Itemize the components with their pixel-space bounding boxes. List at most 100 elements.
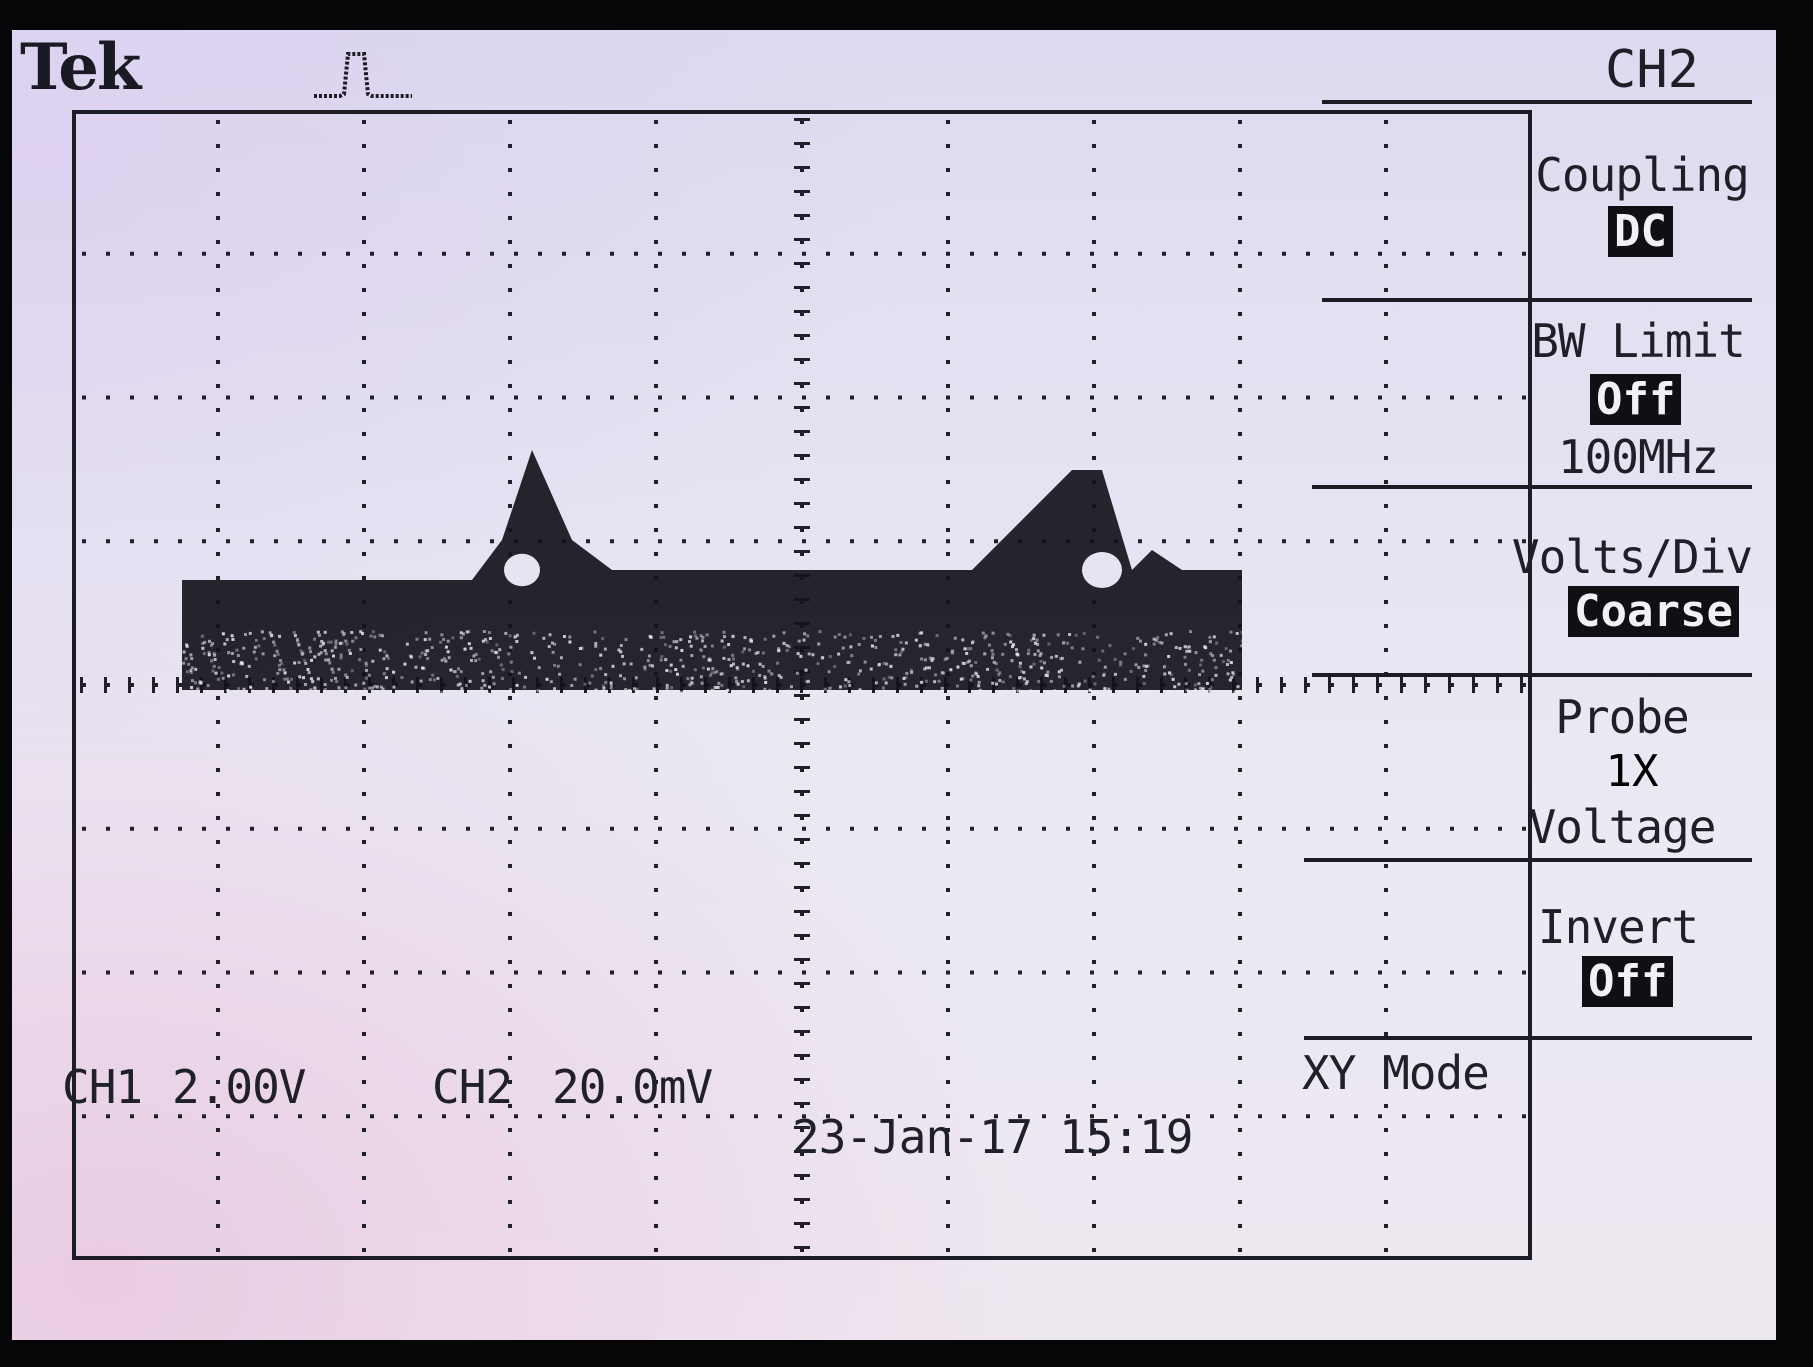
- trace-noise: [1081, 647, 1085, 651]
- trace-noise: [931, 657, 935, 661]
- trace-noise: [594, 644, 598, 648]
- trace-noise: [622, 662, 626, 666]
- trace-noise: [1088, 688, 1092, 692]
- trace-noise: [202, 652, 206, 656]
- trace-noise: [220, 671, 224, 675]
- trace-noise: [849, 645, 853, 649]
- trace-noise: [283, 677, 287, 681]
- trace-noise: [1201, 687, 1205, 691]
- trace-noise: [746, 679, 750, 683]
- trace-noise: [495, 651, 499, 655]
- trace-noise: [1193, 688, 1197, 692]
- trace-noise: [927, 666, 931, 670]
- trace-noise: [1006, 632, 1010, 636]
- trace-noise: [700, 639, 704, 643]
- trace-noise: [669, 669, 673, 673]
- trace-noise: [347, 648, 351, 652]
- menu-value-invert[interactable]: Off: [1582, 956, 1674, 1007]
- menu-value-volts-div[interactable]: Coarse: [1568, 586, 1739, 637]
- trace-noise: [1144, 642, 1148, 646]
- trace-noise: [486, 691, 490, 695]
- trace-noise: [221, 676, 225, 680]
- trace-noise: [1240, 630, 1244, 634]
- trace-noise: [371, 659, 375, 663]
- trace-noise: [1184, 682, 1188, 686]
- menu-value-probe[interactable]: 1X: [1605, 746, 1659, 797]
- trace-noise: [731, 657, 735, 661]
- trace-noise: [358, 658, 362, 662]
- trace-noise: [660, 655, 664, 659]
- trace-noise: [609, 686, 613, 690]
- trace-noise: [272, 640, 276, 644]
- trace-noise: [467, 642, 471, 646]
- trace-noise: [451, 636, 455, 640]
- trace-noise: [426, 649, 430, 653]
- trace-noise: [1017, 676, 1021, 680]
- trace-noise: [201, 641, 205, 645]
- menu-label-coupling[interactable]: Coupling: [1535, 148, 1750, 202]
- trace-noise: [1050, 655, 1054, 659]
- trace-noise: [340, 630, 344, 634]
- trace-noise: [476, 690, 480, 694]
- trace-noise: [1154, 638, 1158, 642]
- trace-noise: [1208, 690, 1212, 694]
- trace-noise: [442, 657, 446, 661]
- trace-noise: [795, 671, 799, 675]
- trace-noise: [841, 646, 845, 650]
- trace-noise: [328, 661, 332, 665]
- trace-noise: [847, 680, 851, 684]
- menu-value-bw-limit[interactable]: Off: [1590, 374, 1682, 425]
- menu-value-coupling[interactable]: DC: [1608, 206, 1673, 257]
- trace-noise: [378, 648, 382, 652]
- trace-noise: [558, 672, 562, 676]
- trace-noise: [1056, 633, 1060, 637]
- trace-noise: [552, 663, 556, 667]
- trace-noise: [405, 642, 409, 646]
- trace-noise: [418, 689, 422, 693]
- trace-noise: [672, 640, 676, 644]
- menu-bw-frequency: 100MHz: [1557, 430, 1719, 484]
- trace-noise: [240, 661, 244, 665]
- menu-label-bw-limit[interactable]: BW Limit: [1531, 314, 1746, 368]
- trace-noise: [1208, 640, 1212, 644]
- trace-noise: [1123, 677, 1127, 681]
- trace-noise: [289, 686, 293, 690]
- trace-noise: [207, 653, 211, 657]
- menu-label-invert[interactable]: Invert: [1537, 900, 1699, 954]
- trace-noise: [1144, 653, 1148, 657]
- trace-noise: [199, 681, 203, 685]
- trace-noise: [452, 669, 456, 673]
- trace-noise: [386, 656, 390, 660]
- trace-noise: [348, 651, 352, 655]
- trace-noise: [1018, 661, 1022, 665]
- trace-noise: [678, 691, 682, 695]
- trace-noise: [828, 654, 832, 658]
- trace-noise: [756, 650, 760, 654]
- menu-label-volts-div[interactable]: Volts/Div: [1511, 530, 1753, 584]
- menu-divider: [1304, 1036, 1752, 1040]
- menu-label-probe[interactable]: Probe: [1555, 690, 1689, 744]
- trace-noise: [489, 670, 493, 674]
- trace-noise: [262, 637, 266, 641]
- trace-noise: [457, 667, 461, 671]
- trace-noise: [686, 677, 690, 681]
- trace-noise: [590, 674, 594, 678]
- trace-noise: [708, 657, 712, 661]
- trace-noise: [797, 639, 801, 643]
- trace-noise: [213, 658, 217, 662]
- trace-noise: [1038, 654, 1042, 658]
- trace-noise: [588, 681, 592, 685]
- trace-noise: [749, 638, 753, 642]
- trace-noise: [263, 678, 267, 682]
- trace-noise: [719, 672, 723, 676]
- trace-noise: [923, 642, 927, 646]
- trace-noise: [890, 676, 894, 680]
- trace-noise: [970, 641, 974, 645]
- trace-noise: [553, 687, 557, 691]
- trace-noise: [296, 640, 300, 644]
- trace-noise: [689, 644, 693, 648]
- trace-noise: [870, 635, 874, 639]
- trace-noise: [720, 683, 724, 687]
- trace-noise: [1164, 633, 1168, 637]
- trace-noise: [424, 649, 428, 653]
